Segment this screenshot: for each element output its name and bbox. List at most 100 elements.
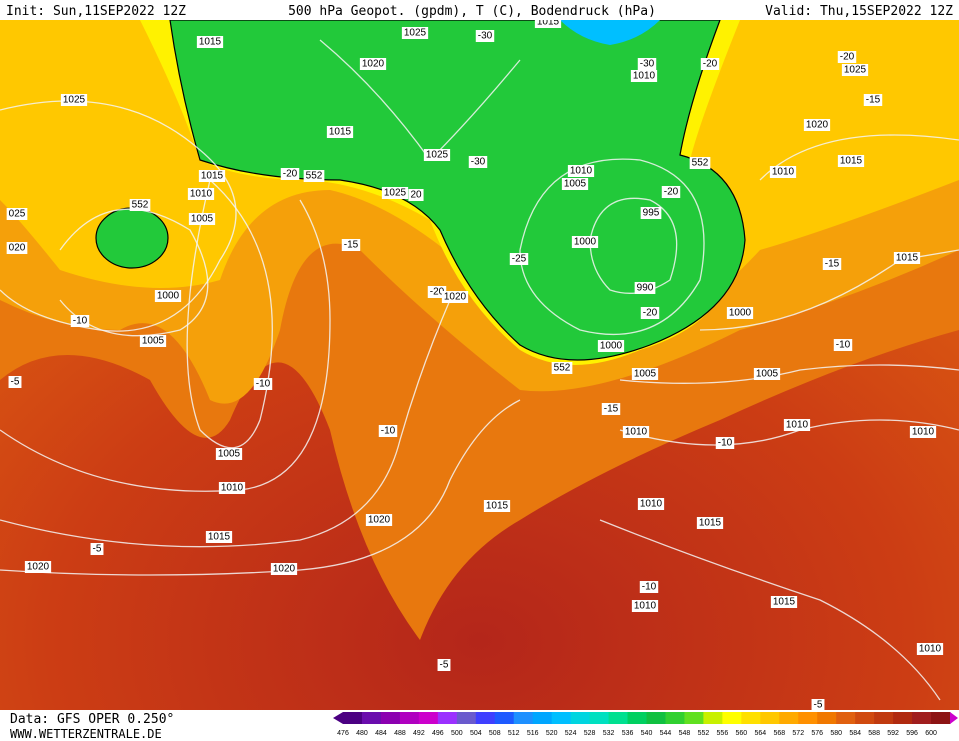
contour-label-text: -5	[11, 377, 20, 388]
contour-label-text: 1015	[201, 171, 224, 182]
contour-label-text: -10	[256, 379, 271, 390]
contour-label: 1000	[597, 340, 625, 352]
contour-label-text: 1020	[368, 515, 391, 526]
contour-label-box	[215, 448, 243, 460]
contour-label-text: 552	[554, 363, 571, 374]
contour-label-text: 1015	[537, 17, 560, 28]
contour-label: 1000	[154, 290, 182, 302]
scale-label: 496	[432, 730, 444, 737]
contour-label-text: -30	[478, 31, 493, 42]
scale-label: 588	[868, 730, 880, 737]
scale-swatch	[399, 712, 420, 724]
scale-label: 556	[717, 730, 729, 737]
contour-label-text: -15	[604, 404, 619, 415]
contour-label-text: -10	[73, 316, 88, 327]
contour-label: -10	[253, 378, 273, 390]
scale-swatch	[475, 712, 496, 724]
contour-label-text: 552	[306, 171, 323, 182]
scale-swatch	[494, 712, 515, 724]
contour-label: -10	[70, 315, 90, 327]
contour-label-box	[631, 368, 659, 380]
contour-label-text: -10	[718, 438, 733, 449]
contour-label: -15	[341, 239, 361, 251]
scale-label: 552	[698, 730, 710, 737]
contour-label: 1020	[270, 563, 298, 575]
contour-label-box	[567, 165, 595, 177]
contour-label-box	[601, 403, 621, 415]
scale-swatch	[741, 712, 761, 724]
scale-swatch	[532, 712, 553, 724]
contour-label: 1010	[187, 188, 215, 200]
contour-label-box	[770, 596, 798, 608]
contour-label-box	[365, 514, 393, 526]
contour-label-box	[700, 58, 720, 70]
contour-label: 1015	[326, 126, 354, 138]
scale-arrow-left	[333, 712, 343, 724]
contour-label-text: -20	[840, 52, 855, 63]
scale-swatch	[798, 712, 818, 724]
header-bar	[0, 0, 959, 20]
scale-label: 532	[603, 730, 615, 737]
contour-label-text: -20	[664, 187, 679, 198]
contour-label: 1025	[381, 187, 409, 199]
contour-label-text: 1010	[912, 427, 935, 438]
contour-label: 1015	[770, 596, 798, 608]
scale-label: 476	[337, 730, 349, 737]
scale-swatch	[361, 712, 382, 724]
contour-label-text: -15	[825, 259, 840, 270]
contour-label-box	[441, 291, 469, 303]
contour-label-box	[837, 51, 857, 63]
scale-label: 560	[736, 730, 748, 737]
map-background	[0, 19, 959, 710]
contour-label: 1015	[837, 155, 865, 167]
contour-label-box	[696, 517, 724, 529]
contour-label-box	[689, 157, 711, 169]
contour-label: 1015	[893, 252, 921, 264]
init-time: Init: Sun,11SEP2022 12Z	[6, 4, 186, 19]
contour-label-text: 1015	[208, 532, 231, 543]
scale-label: 572	[792, 730, 804, 737]
contour-label-box	[401, 27, 429, 39]
contour-label: -5	[437, 659, 451, 671]
contour-label: 1020	[441, 291, 469, 303]
contour-label: -30	[468, 156, 488, 168]
contour-label: 1025	[60, 94, 88, 106]
contour-label-box	[561, 178, 589, 190]
scale-swatch	[551, 712, 572, 724]
contour-label: 1020	[359, 58, 387, 70]
contour-label: 1010	[631, 600, 659, 612]
scale-swatch	[343, 712, 363, 724]
contour-label: -20	[280, 168, 300, 180]
contour-label: -10	[833, 339, 853, 351]
scale-swatch	[836, 712, 856, 724]
contour-label-text: 020	[9, 243, 26, 254]
contour-label-text: 1020	[273, 564, 296, 575]
scale-label: 584	[849, 730, 861, 737]
scale-swatch	[760, 712, 780, 724]
contour-label-text: 990	[637, 283, 654, 294]
scale-label: 580	[830, 730, 842, 737]
contour-label-box	[753, 368, 781, 380]
contour-label: 1010	[909, 426, 937, 438]
contour-label: -30	[637, 58, 657, 70]
contour-label: -20	[700, 58, 720, 70]
contour-label: 1000	[571, 236, 599, 248]
scale-swatch	[779, 712, 799, 724]
contour-label-text: -15	[344, 240, 359, 251]
contour-label: 552	[129, 199, 151, 211]
contour-label-box	[60, 94, 88, 106]
contour-label: 1020	[803, 119, 831, 131]
contour-label-box	[270, 563, 298, 575]
contour-label-text: 1010	[919, 644, 942, 655]
contour-label-text: 1010	[190, 189, 213, 200]
scale-label: 600	[925, 730, 937, 737]
contour-label-text: 1015	[773, 597, 796, 608]
contour-label-box	[24, 561, 52, 573]
contour-label: 552	[551, 362, 573, 374]
scale-label: 524	[565, 730, 577, 737]
scale-label: 504	[470, 730, 482, 737]
scale-label: 596	[906, 730, 918, 737]
contour-label-text: 20	[410, 190, 422, 201]
contour-label-text: -20	[643, 308, 658, 319]
